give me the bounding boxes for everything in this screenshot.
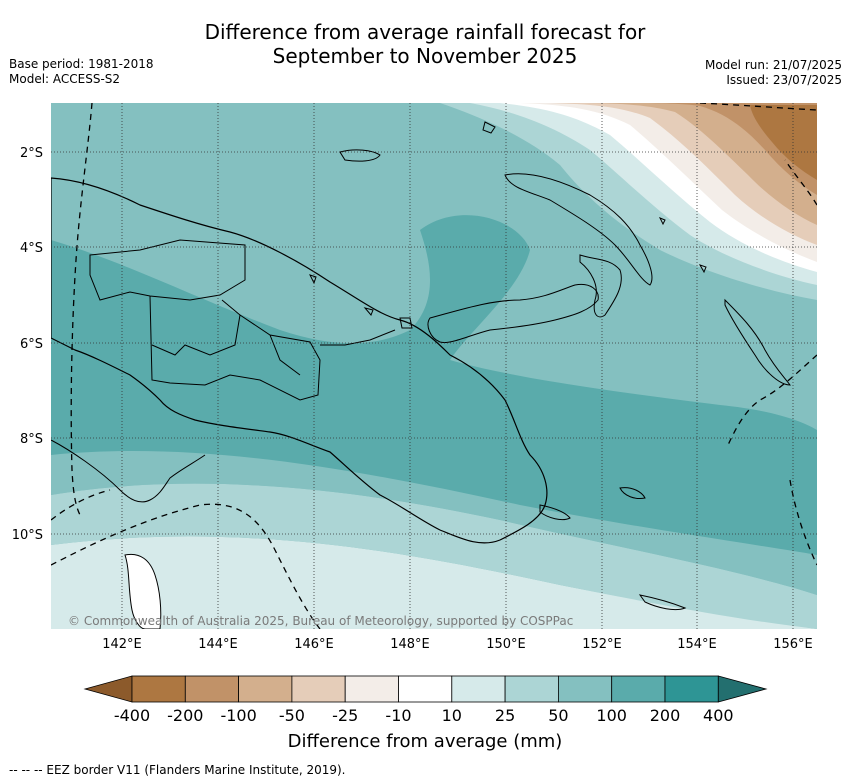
d-entrecasteaux (539, 487, 687, 611)
lon-label: 148°E (390, 637, 430, 652)
colorbar-swatch (451, 675, 506, 703)
colorbar-tick-label: 25 (495, 706, 515, 725)
cape-york (124, 553, 162, 629)
colorbar-tick-label: 50 (548, 706, 568, 725)
lon-label: 144°E (198, 637, 238, 652)
colorbar-tick-label: 100 (596, 706, 627, 725)
colorbar-tick-label: -50 (279, 706, 305, 725)
eez-border-east (727, 354, 817, 446)
colorbar-tick-label: -10 (385, 706, 411, 725)
colorbar-swatch (131, 675, 186, 703)
lat-label: 10°S (12, 528, 43, 543)
base-period: Base period: 1981-2018 (9, 57, 154, 71)
colorbar-extend-low (83, 675, 133, 703)
colorbar-swatch (344, 675, 399, 703)
model-name: Model: ACCESS-S2 (9, 72, 121, 86)
manus-island (339, 149, 381, 162)
map-title: Difference from average rainfall forecas… (0, 20, 850, 68)
colorbar-swatch (398, 675, 453, 703)
colorbar-tick-label: -25 (332, 706, 358, 725)
band-100-200 (51, 215, 817, 555)
province-borders (89, 239, 396, 401)
gridlines (51, 103, 817, 629)
issued-date: Issued: 23/07/2025 (726, 73, 842, 87)
eez-footnote: -- -- -- EEZ border V11 (Flanders Marine… (9, 763, 346, 777)
colorbar-swatch (291, 675, 346, 703)
colorbar-tick-label: 400 (703, 706, 734, 725)
band-10-25 (51, 536, 817, 629)
lon-label: 152°E (582, 637, 622, 652)
band-25-50-south (51, 483, 817, 629)
title-line-1: Difference from average rainfall forecas… (204, 20, 646, 44)
colorbar-swatch (504, 675, 559, 703)
colorbar-swatch (611, 675, 666, 703)
lat-label: 6°S (20, 337, 43, 352)
eez-border-south-west (51, 489, 111, 521)
colorbar-tick-label: -100 (220, 706, 256, 725)
eez-border-south (51, 503, 321, 629)
colorbar-tick-label: 200 (650, 706, 681, 725)
lat-label: 2°S (20, 146, 43, 161)
lon-label: 150°E (486, 637, 526, 652)
meta-right: Model run: 21/07/2025 Issued: 23/07/2025 (705, 58, 842, 88)
colorbar (83, 675, 768, 703)
band-minus200-minus400 (750, 105, 817, 180)
lon-label: 156°E (773, 637, 813, 652)
small-islands (309, 121, 707, 329)
torres-coast (51, 439, 206, 503)
lat-labels: 2°S 4°S 6°S 8°S 10°S (12, 146, 43, 543)
new-ireland-north (504, 173, 653, 286)
new-ireland (579, 254, 622, 318)
colorbar-tick-label: -400 (114, 706, 150, 725)
eez-border-east-south (789, 479, 817, 566)
lon-label: 146°E (294, 637, 334, 652)
colorbar-swatch (664, 675, 719, 703)
map-panel (51, 103, 817, 629)
lon-labels: 142°E 144°E 146°E 148°E 150°E 152°E 154°… (102, 637, 813, 652)
new-guinea (51, 177, 548, 544)
lat-label: 4°S (20, 241, 43, 256)
colorbar-extend-high (717, 675, 768, 703)
colorbar-ticks: -400 -200 -100 -50 -25 -10 10 25 50 100 200 400 (114, 706, 734, 725)
lon-label: 142°E (102, 637, 142, 652)
new-britain (427, 283, 599, 344)
colorbar-swatch (184, 675, 240, 703)
colorbar-label: Difference from average (mm) (288, 731, 563, 752)
title-line-2: September to November 2025 (272, 44, 578, 68)
bougainville (724, 298, 791, 386)
colorbar-tick-label: -200 (167, 706, 203, 725)
meta-left: Base period: 1981-2018 Model: ACCESS-S2 (9, 57, 154, 87)
colorbar-swatch (238, 675, 293, 703)
colorbar-swatch (558, 675, 613, 703)
model-run: Model run: 21/07/2025 (704, 58, 842, 72)
eez-border-northeast (699, 103, 817, 111)
lat-label: 8°S (20, 432, 43, 447)
colorbar-tick-label: 10 (442, 706, 462, 725)
band-50-100-south (51, 451, 817, 595)
lon-label: 154°E (677, 637, 717, 652)
copyright-notice: © Commonwealth of Australia 2025, Bureau… (68, 614, 573, 628)
eez-border-northeast-2 (784, 159, 817, 206)
eez-border-west (70, 103, 93, 516)
